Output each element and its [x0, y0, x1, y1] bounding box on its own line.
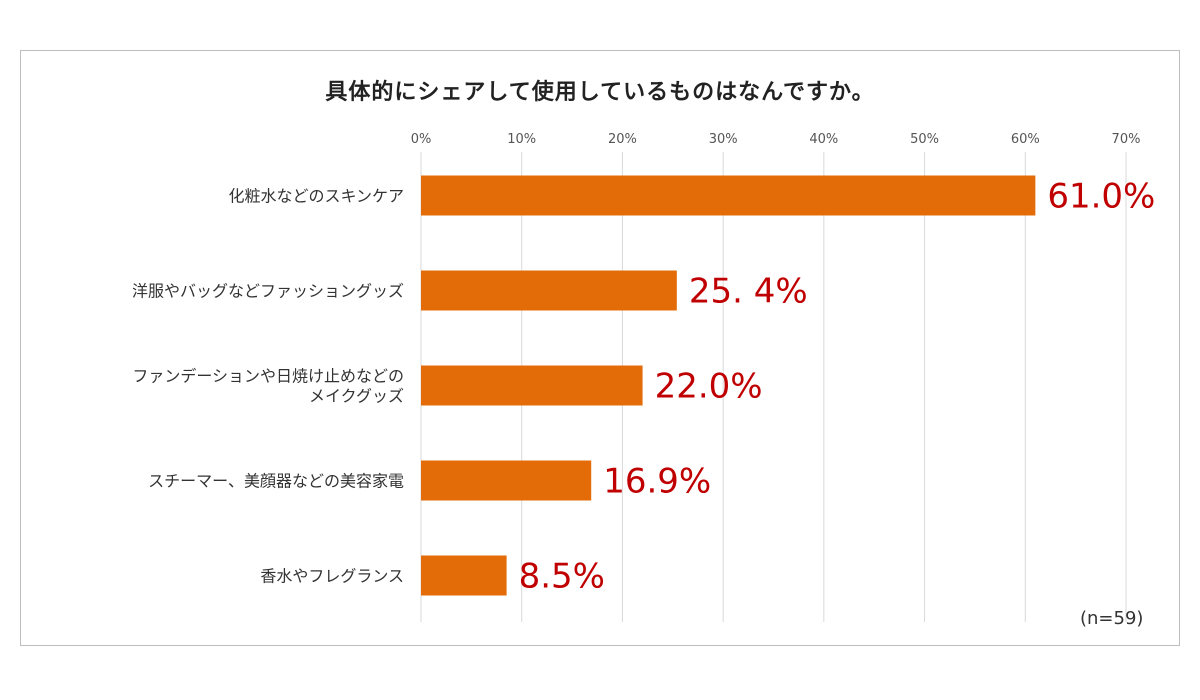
- x-tick-label: 10%: [507, 132, 536, 147]
- x-tick-label: 70%: [1112, 132, 1141, 147]
- x-tick-label: 40%: [809, 132, 838, 147]
- category-label: 香水やフレグランス: [260, 567, 404, 586]
- category-label: スチーマー、美顔器などの美容家電: [148, 472, 404, 491]
- chart-frame: [20, 50, 1180, 646]
- bar: [421, 270, 677, 311]
- category-label: メイクグッズ: [309, 387, 404, 406]
- bar: [421, 460, 592, 501]
- bar: [421, 555, 507, 596]
- bar: [421, 175, 1036, 216]
- value-label: 16.9%: [603, 462, 711, 502]
- chart-title: 具体的にシェアして使用しているものはなんですか。: [325, 80, 875, 105]
- x-tick-label: 0%: [411, 132, 432, 147]
- x-tick-label: 30%: [709, 132, 738, 147]
- x-tick-label: 60%: [1011, 132, 1040, 147]
- sample-size-note: (n=59): [1080, 608, 1144, 629]
- category-label: 洋服やバッグなどファッショングッズ: [132, 282, 404, 301]
- value-label: 8.5%: [519, 557, 605, 597]
- x-tick-label: 50%: [910, 132, 939, 147]
- category-label: 化粧水などのスキンケア: [228, 187, 404, 206]
- x-tick-label: 20%: [608, 132, 637, 147]
- bar: [421, 365, 643, 406]
- value-label: 61.0%: [1047, 177, 1155, 217]
- value-label: 22.0%: [655, 367, 763, 407]
- value-label: 25. 4%: [689, 272, 808, 312]
- category-label: ファンデーションや日焼け止めなどの: [132, 367, 404, 386]
